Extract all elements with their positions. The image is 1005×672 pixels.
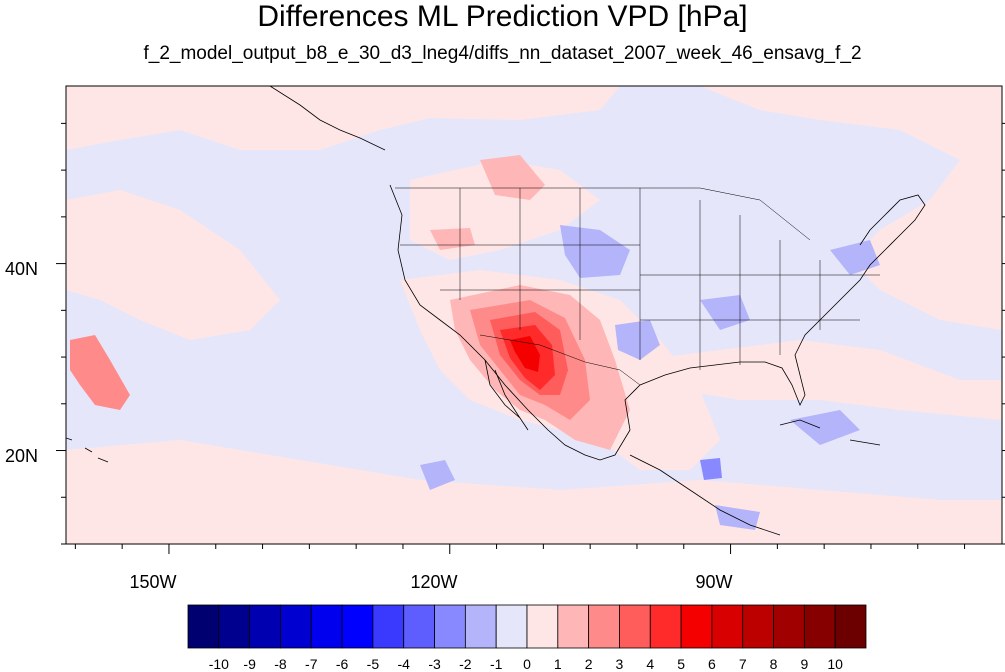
blue-patch-central-plains: [560, 225, 630, 278]
colorbar-label: 9: [800, 656, 808, 672]
colorbar-swatch: [649, 604, 682, 649]
colorbar-label: 4: [646, 656, 654, 672]
us-canada-border: [395, 187, 811, 241]
colorbar-label: -5: [367, 656, 380, 672]
blue-patch-kansas: [615, 320, 660, 360]
pink-region-east-coast: [700, 86, 1002, 330]
colorbar-swatch: [403, 604, 435, 649]
colorbar-swatch: [310, 604, 343, 649]
colorbar-swatch: [711, 604, 744, 649]
blue-patch-midwest: [700, 295, 750, 330]
colorbar-label: -6: [336, 656, 349, 672]
colorbar-label: -3: [428, 656, 441, 672]
colorbar-label: -1: [490, 656, 503, 672]
red-anomaly-level-2-hawaii: [70, 335, 130, 410]
figure-subtitle: f_2_model_output_b8_e_30_d3_lneg4/diffs_…: [143, 43, 862, 64]
blue-patch-south-caribbean: [790, 410, 860, 445]
colorbar-swatch: [495, 604, 528, 649]
caribbean-islands: [779, 419, 881, 446]
lat-tick-label: 40N: [5, 259, 38, 279]
colorbar-label: 10: [827, 656, 843, 672]
colorbar-label: -10: [209, 656, 229, 672]
colorbar-label: 7: [739, 656, 747, 672]
colorbar-swatch: [280, 604, 312, 649]
colorbar-label: -7: [305, 656, 318, 672]
pink-region-gulf: [640, 340, 1002, 420]
colorbar-label: 8: [770, 656, 778, 672]
colorbar-swatch: [218, 604, 251, 649]
blue-patch-pacific: [420, 460, 455, 490]
colorbar-label: 1: [554, 656, 562, 672]
colorbar-swatch: [619, 604, 651, 649]
colorbar-label: -9: [243, 656, 256, 672]
blue-patch-central-america: [715, 505, 760, 530]
colorbar-swatch: [557, 604, 590, 649]
red-anomaly-level-6: [510, 336, 540, 372]
state-lines-west: [400, 188, 641, 360]
colorbar-swatch: [341, 604, 374, 649]
pink-region-south: [66, 440, 1002, 544]
colorbar-swatch: [773, 604, 805, 649]
lat-tick-label: 20N: [5, 446, 38, 466]
colorbar-label: -2: [459, 656, 472, 672]
colorbar-swatch: [464, 604, 497, 649]
colorbar-label: 0: [523, 656, 531, 672]
colorbar-label: 3: [616, 656, 624, 672]
colorbar-swatch: [680, 604, 713, 649]
state-lines-east: [640, 200, 880, 370]
colorbar-swatch: [803, 604, 836, 649]
political-borders: [395, 187, 880, 386]
colorbar-swatch: [588, 604, 620, 649]
colorbar-label: 6: [708, 656, 716, 672]
blue-patch-caribbean: [700, 458, 722, 480]
colorbar-label: 2: [585, 656, 593, 672]
lon-tick-label: 150W: [129, 572, 176, 592]
central-america-coast: [629, 454, 781, 536]
colorbar-label: 5: [677, 656, 685, 672]
colorbar-label: -4: [398, 656, 411, 672]
pink-region-north-pacific: [66, 86, 620, 150]
alaska-coast: [269, 86, 386, 151]
colorbar-swatch: [249, 604, 281, 649]
us-mexico-border: [479, 334, 641, 386]
red-anomaly-north-plains: [480, 155, 545, 200]
colorbar-label: -8: [274, 656, 287, 672]
colorbar-swatch: [834, 604, 867, 649]
figure-title: Differences ML Prediction VPD [hPa]: [257, 0, 748, 33]
map-field: [66, 86, 1002, 544]
colorbar-swatch: [187, 604, 220, 649]
lon-tick-label: 120W: [410, 572, 457, 592]
colorbar-swatch: [742, 604, 774, 649]
baja-california: [484, 359, 529, 431]
colorbar-swatch: [372, 604, 405, 649]
lon-tick-label: 90W: [695, 572, 732, 592]
map-frame: [65, 85, 1003, 545]
red-anomaly-northwest: [430, 228, 475, 250]
blue-patch-new-england: [830, 240, 880, 275]
colorbar: -10 -9 -8 -7 -6 -5 -4 -3 -2 -1 0 1 2 3 4 5 6 7 8 9 10: [187, 604, 867, 672]
pink-region-west-pacific: [66, 190, 280, 340]
map-axis-labels: 150W 120W 90W 40N 20N: [5, 259, 733, 592]
hawaii-islands: [66, 437, 109, 463]
colorbar-swatch: [526, 604, 559, 649]
colorbar-swatch: [434, 604, 466, 649]
